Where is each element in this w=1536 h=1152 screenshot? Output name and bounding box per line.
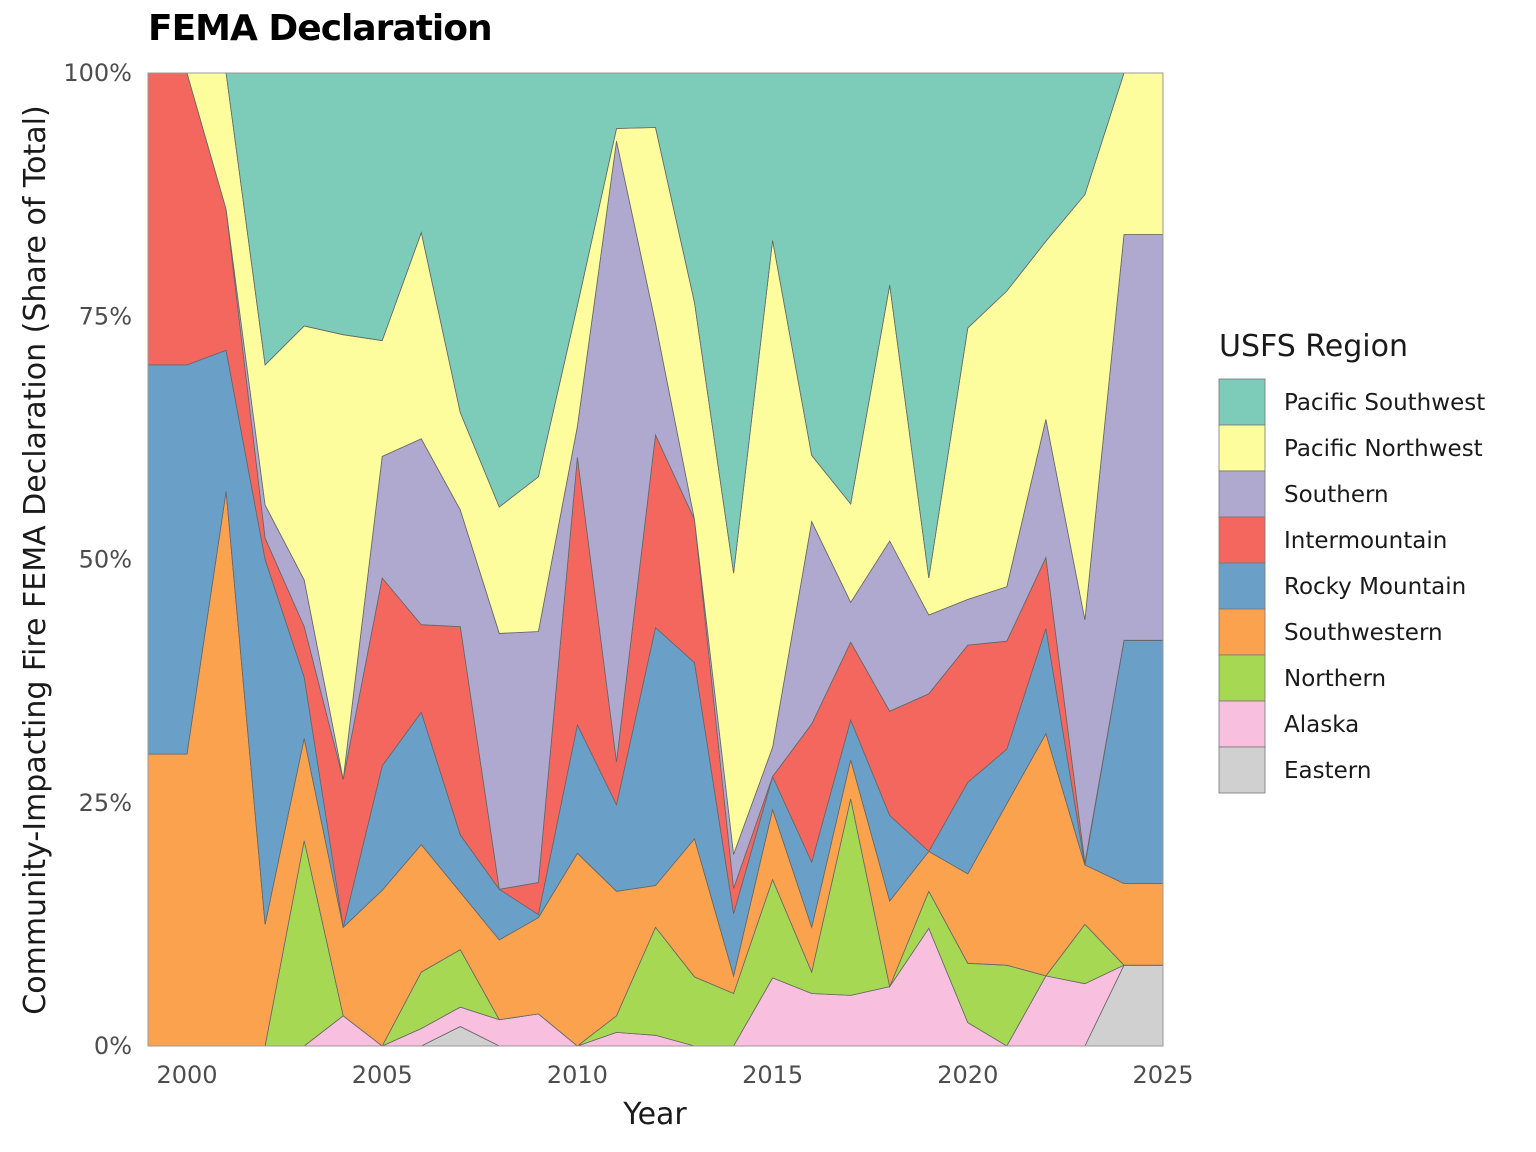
y-tick-label: 100% xyxy=(63,59,132,87)
legend-swatch-intermountain xyxy=(1218,516,1266,564)
legend-swatch-pacific-northwest xyxy=(1218,424,1266,472)
y-tick-label: 25% xyxy=(79,789,132,817)
legend-swatch-southwestern xyxy=(1218,608,1266,656)
y-axis-title: Community-Impacting Fire FEMA Declaratio… xyxy=(18,105,53,1014)
y-axis-ticks: 0% 25% 50% 75% 100% xyxy=(63,59,132,1060)
legend-title: USFS Region xyxy=(1219,329,1408,364)
y-tick-label: 75% xyxy=(79,302,132,330)
y-tick-label: 0% xyxy=(94,1032,132,1060)
legend: USFS Region Pacific Southwest Pacific Nor… xyxy=(1218,329,1485,794)
plot-border xyxy=(147,72,1164,1047)
legend-label-northern: Northern xyxy=(1284,666,1386,692)
legend-label-southern: Southern xyxy=(1284,482,1389,508)
legend-swatch-alaska xyxy=(1218,700,1266,748)
chart-title: FEMA Declaration xyxy=(148,8,493,49)
legend-label-pacific-southwest: Pacific Southwest xyxy=(1284,390,1485,416)
x-axis-ticks: 2000 2005 2010 2015 2020 2025 xyxy=(156,1061,1193,1089)
x-tick-label: 2005 xyxy=(352,1061,413,1089)
legend-label-alaska: Alaska xyxy=(1284,712,1359,738)
legend-label-pacific-northwest: Pacific Northwest xyxy=(1284,436,1483,462)
legend-label-rocky-mountain: Rocky Mountain xyxy=(1284,574,1466,600)
legend-items: Pacific Southwest Pacific Northwest Southe… xyxy=(1218,378,1485,794)
x-tick-label: 2010 xyxy=(547,1061,608,1089)
legend-label-intermountain: Intermountain xyxy=(1284,528,1447,554)
x-tick-label: 2020 xyxy=(937,1061,998,1089)
x-axis-title: Year xyxy=(622,1097,687,1132)
y-tick-label: 50% xyxy=(79,546,132,574)
legend-swatch-pacific-southwest xyxy=(1218,378,1266,426)
legend-swatch-rocky-mountain xyxy=(1218,562,1266,610)
legend-swatch-eastern xyxy=(1218,746,1266,794)
x-tick-label: 2000 xyxy=(156,1061,217,1089)
legend-swatch-southern xyxy=(1218,470,1266,518)
legend-label-eastern: Eastern xyxy=(1284,758,1371,784)
legend-label-southwestern: Southwestern xyxy=(1284,620,1443,646)
x-tick-label: 2025 xyxy=(1132,1061,1193,1089)
x-tick-label: 2015 xyxy=(742,1061,803,1089)
legend-swatch-northern xyxy=(1218,654,1266,702)
area-layers xyxy=(147,72,1164,1047)
